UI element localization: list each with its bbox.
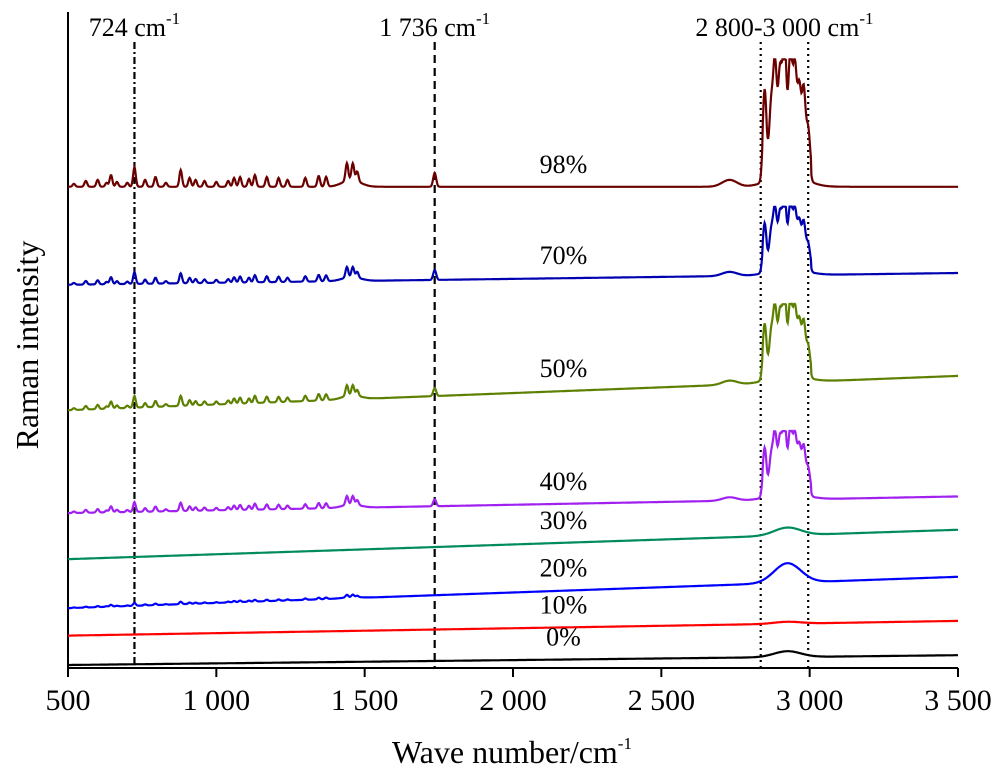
x-tick-label: 1 000 (183, 684, 251, 717)
peak-annotation-sup: -1 (476, 9, 490, 28)
reference-lines (133, 42, 810, 668)
x-axis-title-sup: -1 (618, 734, 632, 753)
series-line (68, 429, 959, 515)
series-label: 98% (540, 150, 588, 179)
peak-annotation: 1 736 cm-1 (379, 9, 490, 42)
y-axis-title: Raman intensity (9, 241, 45, 450)
series-line (67, 526, 958, 561)
series-label: 10% (540, 590, 588, 619)
series-line (68, 302, 958, 412)
series-label: 30% (540, 506, 588, 535)
series-line (68, 205, 958, 286)
series-label: 20% (540, 554, 588, 583)
x-tick-label: 2 000 (479, 684, 547, 717)
series-label: 0% (546, 623, 581, 652)
series-line (67, 562, 958, 610)
series-label: 70% (540, 241, 588, 270)
series-label: 40% (540, 467, 588, 496)
peak-annotation-base: 724 cm (89, 13, 166, 42)
x-tick-label: 3 000 (776, 684, 844, 717)
x-tick-label: 500 (46, 684, 91, 717)
series-line (68, 619, 958, 637)
peak-annotation-sup: -1 (166, 9, 180, 28)
x-axis-title: Wave number/cm-1 (392, 734, 632, 770)
x-tick-label: 3 500 (924, 684, 992, 717)
peak-annotation: 724 cm-1 (89, 9, 180, 42)
x-ticks: 500 1 000 1 500 2 000 2 500 3 000 3 500 (46, 668, 992, 717)
x-tick-label: 1 500 (331, 684, 399, 717)
peak-annotation-base: 1 736 cm (379, 13, 476, 42)
series-labels: 0% 10% 20% 30% 40% 50% 70% 98% (540, 150, 588, 652)
series-label: 50% (540, 354, 588, 383)
peak-annotation-sup: -1 (859, 9, 873, 28)
x-tick-label: 2 500 (628, 684, 696, 717)
peak-annotation-base: 2 800-3 000 cm (695, 13, 859, 42)
peak-annotation: 2 800-3 000 cm-1 (695, 9, 873, 42)
series-lines (67, 58, 959, 667)
x-axis-title-base: Wave number/cm (392, 734, 618, 770)
series-line (68, 650, 958, 667)
x-axis: 500 1 000 1 500 2 000 2 500 3 000 3 500 (46, 667, 992, 717)
peak-annotations: 724 cm-1 1 736 cm-1 2 800-3 000 cm-1 (89, 9, 874, 42)
series-line (68, 58, 958, 188)
